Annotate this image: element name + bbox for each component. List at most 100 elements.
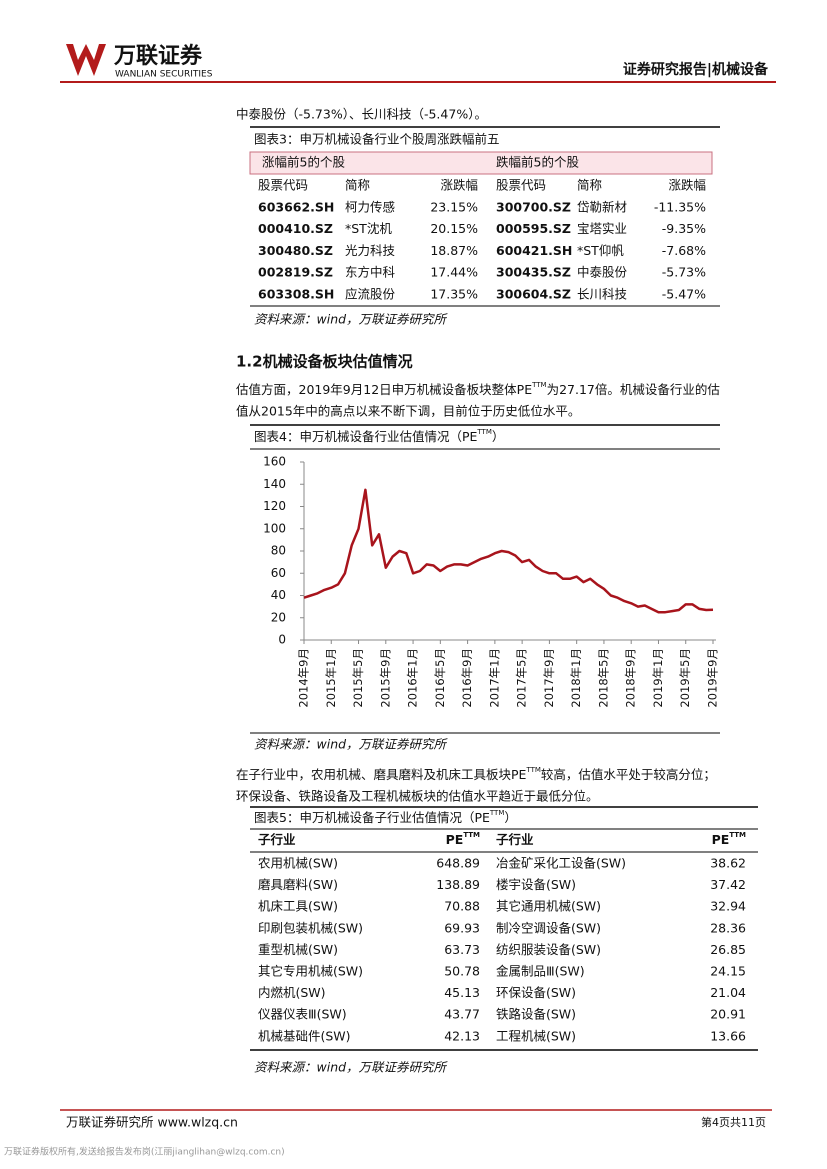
text: PE [446, 832, 464, 847]
text: 估值方面，2019年9月12日申万机械设备板块整体PE [236, 382, 532, 397]
y-tick-label: 160 [263, 455, 286, 469]
text: PE [712, 832, 730, 847]
x-tick-label: 2016年9月 [460, 648, 474, 708]
footer-note: 万联证券版权所有,发送给报告发布岗(江丽jianglihan@wlzq.com.… [4, 1146, 285, 1158]
intro: 中泰股份（-5.73%）、长川科技（-5.47%）。 [236, 107, 487, 122]
cell: 002819.SZ [258, 265, 333, 280]
cell: 应流股份 [345, 286, 396, 301]
cell: -5.47% [662, 286, 706, 301]
text: 为27.17倍。机械设备行业的估 [547, 382, 720, 397]
text: 子行业 [496, 832, 534, 847]
cell: 43.77 [444, 1007, 480, 1022]
x-tick-label: 2017年9月 [542, 648, 556, 708]
cell: 仪器仪表Ⅲ(SW) [258, 1007, 347, 1022]
cell: 柯力传感 [345, 200, 395, 215]
x-tick-label: 2015年9月 [378, 648, 392, 708]
cell: -5.73% [662, 265, 706, 280]
cell: 300435.SZ [496, 265, 571, 280]
cell: 机床工具(SW) [258, 899, 338, 914]
cell: 机械基础件(SW) [258, 1028, 351, 1043]
cell: 603662.SH [258, 200, 334, 215]
paragraph: 在子行业中，农用机械、磨具磨料及机床工具板块PETTM较高，估值水平处于较高分位… [236, 766, 716, 782]
text: 较高，估值水平处于较高分位； [541, 767, 716, 782]
cell: 63.73 [444, 942, 480, 957]
x-tick-label: 2016年1月 [406, 648, 420, 708]
cell: 300604.SZ [496, 286, 571, 301]
page-number: 第4页共11页 [701, 1115, 766, 1129]
cell: 环保设备(SW) [496, 985, 576, 1000]
report: 证券研究报告 [623, 61, 707, 78]
cell: 磨具磨料(SW) [258, 877, 338, 892]
y-tick-label: 140 [263, 477, 286, 491]
cell: 纺织服装设备(SW) [496, 942, 601, 957]
x-tick-label: 2017年1月 [487, 648, 501, 708]
text: 图表5：申万机械设备子行业估值情况（PE [254, 810, 490, 825]
cell: 000410.SZ [258, 221, 333, 236]
cell: 648.89 [436, 856, 480, 871]
cell: 70.88 [444, 899, 480, 914]
x-tick-label: 2018年1月 [569, 648, 583, 708]
cell: 岱勒新材 [577, 200, 627, 215]
x-tick-label: 2014年9月 [297, 648, 311, 708]
paragraph: 值从2015年中的高点以来不断下调，目前位于历史低位水平。 [236, 404, 580, 419]
cell: 300480.SZ [258, 243, 333, 258]
cell: 603308.SH [258, 286, 334, 301]
cell: 38.62 [710, 856, 746, 871]
cell: 32.94 [710, 899, 746, 914]
y-tick-label: 0 [278, 633, 286, 647]
cell: 宝塔实业 [577, 221, 627, 236]
cell: 17.35% [430, 286, 478, 301]
x-tick-label: 2015年5月 [351, 648, 365, 708]
cell: 农用机械(SW) [258, 856, 338, 871]
cell: 28.36 [710, 920, 746, 935]
group-row [249, 151, 713, 175]
sup: TTM [531, 381, 546, 389]
x-tick-label: 2016年5月 [433, 648, 447, 708]
cell: 其它通用机械(SW) [496, 899, 601, 914]
cell: 26.85 [710, 942, 746, 957]
text: ） [504, 810, 517, 825]
y-tick-label: 60 [271, 566, 286, 580]
cell: 50.78 [444, 964, 480, 979]
cell: -7.68% [662, 243, 706, 258]
figure-title: 图表4：申万机械设备行业估值情况（PETTM） [254, 428, 504, 444]
text: ） [492, 429, 505, 444]
cell: 重型机械(SW) [258, 942, 338, 957]
source: 资料来源：wind，万联证券研究所 [254, 1060, 449, 1075]
company: 万联证券 [113, 43, 203, 69]
cell: 24.15 [710, 964, 746, 979]
cell: 印刷包装机械(SW) [258, 920, 363, 935]
cell: 制冷空调设备(SW) [496, 920, 601, 935]
paragraph: 环保设备、铁路设备及工程机械板块的估值水平趋近于最低分位。 [236, 789, 599, 804]
cell: 37.42 [710, 877, 746, 892]
column-header: 简称 [345, 178, 370, 193]
cell: 69.93 [444, 920, 480, 935]
cell: 其它专用机械(SW) [258, 964, 363, 979]
cell: *ST仰帆 [577, 243, 624, 258]
column-header: 子行业 [258, 832, 296, 847]
column-header: 股票代码 [496, 178, 546, 193]
cell: 内燃机(SW) [258, 985, 326, 1000]
logo [66, 44, 106, 76]
pe-line [303, 488, 714, 614]
y-tick-label: 20 [271, 610, 286, 624]
x-tick-label: 2019年5月 [678, 648, 692, 708]
cell: 300700.SZ [496, 200, 571, 215]
cell: 金属制品Ⅲ(SW) [496, 964, 585, 979]
sup: TTM [476, 428, 491, 436]
source: 资料来源：wind，万联证券研究所 [254, 737, 449, 752]
report-header: 证券研究报告|机械设备 [623, 61, 769, 78]
y-tick-label: 120 [263, 499, 286, 513]
cell: 光力科技 [345, 243, 396, 258]
cell: 13.66 [710, 1028, 746, 1043]
heading: 1.2机械设备板块估值情况 [236, 353, 413, 371]
cell: 138.89 [436, 877, 480, 892]
table-title: 图表3：申万机械设备行业个股周涨跌幅前五 [254, 132, 499, 147]
cell: 000595.SZ [496, 221, 571, 236]
x-tick-label: 2018年9月 [624, 648, 638, 708]
cell: 工程机械(SW) [496, 1028, 576, 1043]
column-header: 涨跌幅 [440, 178, 478, 193]
sup: TTM [489, 809, 504, 817]
